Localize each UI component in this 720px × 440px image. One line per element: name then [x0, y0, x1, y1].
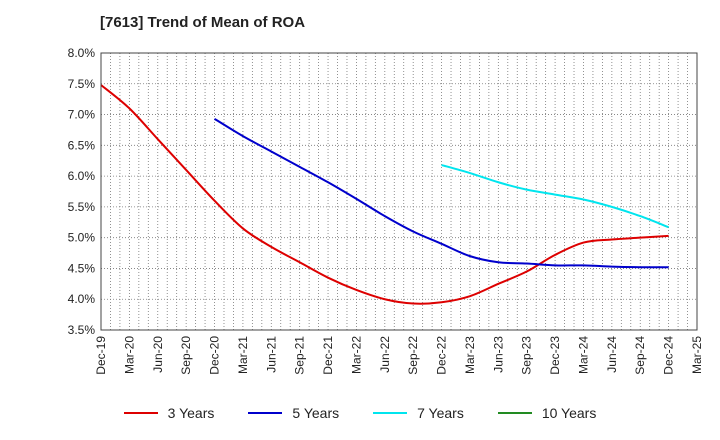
x-tick-label: Mar-24: [576, 336, 590, 374]
legend-swatch-7-years: [373, 412, 408, 414]
x-tick-label: Sep-20: [179, 336, 193, 375]
x-tick-label: Dec-21: [321, 336, 335, 375]
legend-label-5-years: 5 Years: [292, 405, 340, 421]
legend-item-7-years: 7 Years: [373, 405, 464, 421]
x-tick-label: Dec-20: [208, 336, 222, 375]
grid-lines: [101, 52, 697, 331]
y-axis-ticks: 3.5% 4.0% 4.5% 5.0% 5.5% 6.0% 6.5% 7.0% 7.5% 8.0%: [68, 46, 96, 337]
legend-swatch-5-years: [248, 412, 283, 414]
x-tick-label: Mar-20: [122, 336, 136, 374]
axes: [100, 52, 698, 331]
x-tick-label: Sep-24: [633, 336, 647, 375]
legend-swatch-10-years: [497, 412, 532, 414]
x-tick-label: Jun-23: [491, 336, 505, 373]
x-tick-label: Dec-19: [94, 336, 108, 375]
x-tick-label: Mar-21: [236, 336, 250, 374]
legend-swatch-3-years: [123, 412, 158, 414]
y-tick-label: 5.5%: [68, 200, 96, 214]
y-tick-label: 6.0%: [68, 169, 96, 183]
x-tick-label: Jun-21: [264, 336, 278, 373]
legend-label-3-years: 3 Years: [167, 405, 215, 421]
y-tick-label: 6.5%: [68, 138, 96, 152]
x-tick-label: Jun-22: [378, 336, 392, 373]
x-tick-label: Jun-24: [605, 336, 619, 373]
legend-item-10-years: 10 Years: [497, 405, 597, 421]
x-tick-label: Dec-23: [548, 336, 562, 375]
y-tick-label: 5.0%: [68, 231, 96, 245]
x-axis-ticks: Dec-19 Mar-20 Jun-20 Sep-20 Dec-20 Mar-21 Jun-…: [94, 336, 704, 375]
x-tick-label: Dec-24: [662, 336, 676, 375]
x-tick-label: Mar-25: [690, 336, 704, 374]
series-line-3-years: [100, 84, 669, 305]
legend-item-3-years: 3 Years: [123, 405, 215, 421]
series-line-7-years: [441, 164, 669, 229]
legend-label-10-years: 10 Years: [541, 405, 597, 421]
y-tick-label: 4.0%: [68, 292, 96, 306]
x-tick-label: Sep-21: [293, 336, 307, 375]
x-tick-label: Sep-22: [406, 336, 420, 375]
y-tick-label: 3.5%: [68, 323, 96, 337]
series-line-5-years: [213, 118, 669, 269]
x-tick-label: Dec-22: [435, 336, 449, 375]
legend-item-5-years: 5 Years: [248, 405, 339, 421]
y-tick-label: 7.0%: [68, 108, 96, 122]
y-tick-label: 8.0%: [68, 46, 96, 60]
y-tick-label: 4.5%: [68, 261, 96, 275]
legend: 3 Years 5 Years 7 Years 10 Years: [0, 405, 720, 421]
legend-label-7-years: 7 Years: [417, 405, 464, 421]
plot-frame: [100, 52, 698, 331]
x-tick-label: Sep-23: [520, 336, 534, 375]
chart-title: [7613] Trend of Mean of ROA: [100, 14, 306, 31]
series-layer: [100, 84, 669, 305]
y-tick-label: 7.5%: [68, 77, 96, 91]
x-tick-label: Jun-20: [151, 336, 165, 373]
x-tick-label: Mar-23: [463, 336, 477, 374]
x-tick-label: Mar-22: [349, 336, 363, 374]
